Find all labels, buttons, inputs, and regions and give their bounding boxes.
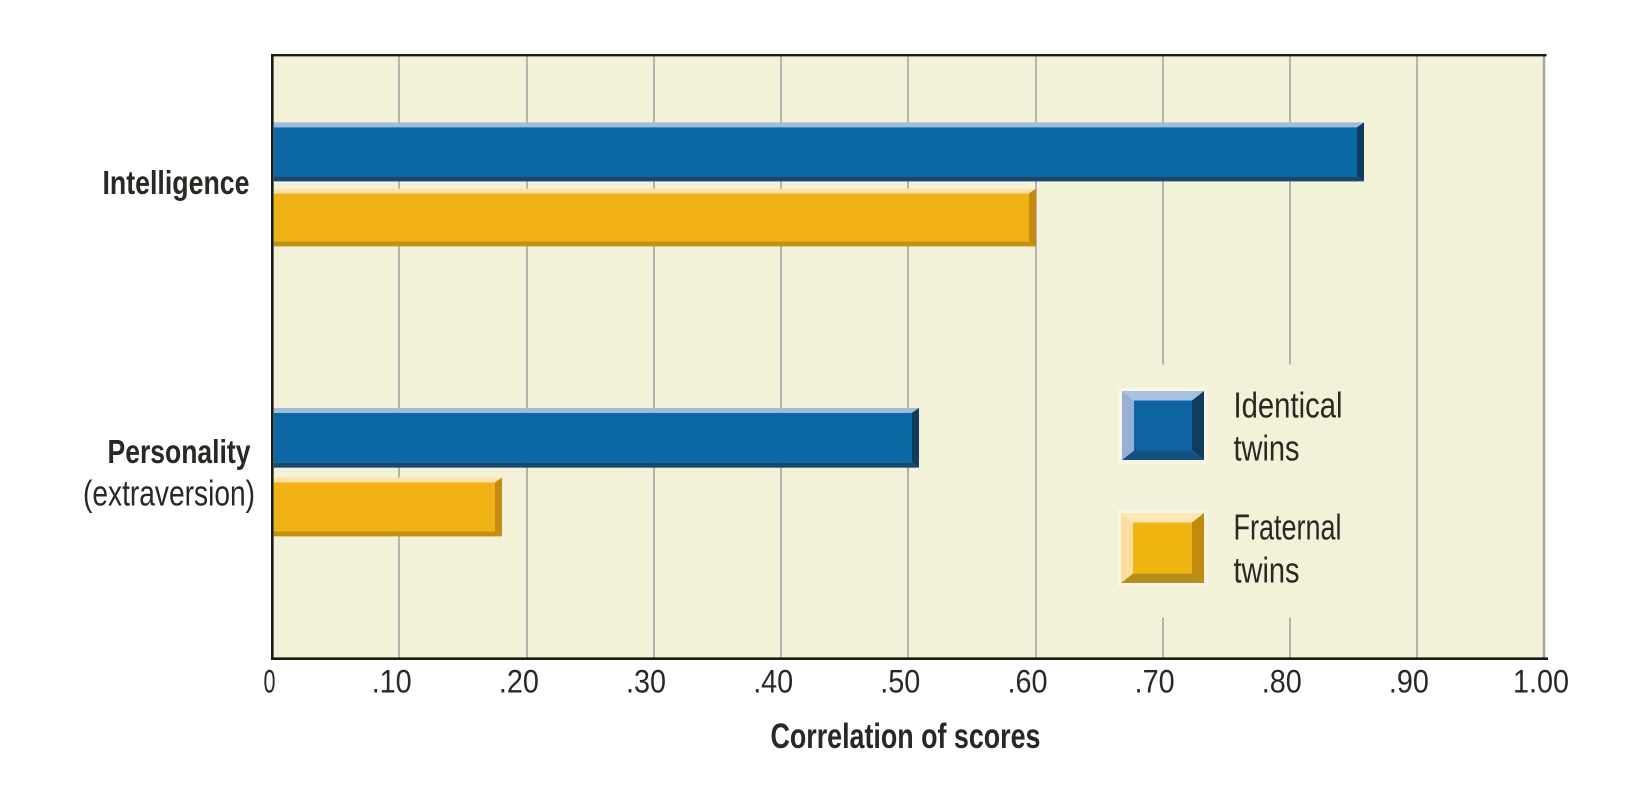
svg-text:1.00: 1.00 bbox=[1513, 664, 1569, 700]
svg-text:twins: twins bbox=[1234, 550, 1300, 591]
svg-text:Fraternal: Fraternal bbox=[1234, 507, 1342, 548]
svg-text:(extraversion): (extraversion) bbox=[83, 473, 255, 514]
svg-text:.40: .40 bbox=[753, 664, 793, 700]
svg-text:.90: .90 bbox=[1389, 664, 1429, 700]
svg-text:.50: .50 bbox=[880, 664, 920, 700]
svg-text:.80: .80 bbox=[1262, 664, 1302, 700]
svg-text:.30: .30 bbox=[626, 664, 666, 700]
svg-text:.20: .20 bbox=[499, 664, 539, 700]
svg-text:.10: .10 bbox=[372, 664, 412, 700]
svg-text:twins: twins bbox=[1234, 428, 1300, 469]
svg-text:Intelligence: Intelligence bbox=[103, 164, 250, 201]
svg-text:0: 0 bbox=[264, 664, 276, 700]
svg-text:.60: .60 bbox=[1008, 664, 1048, 700]
svg-text:.70: .70 bbox=[1135, 664, 1175, 700]
svg-text:Correlation of scores: Correlation of scores bbox=[771, 717, 1041, 756]
svg-text:Identical: Identical bbox=[1234, 385, 1343, 426]
svg-text:Personality: Personality bbox=[108, 433, 252, 470]
